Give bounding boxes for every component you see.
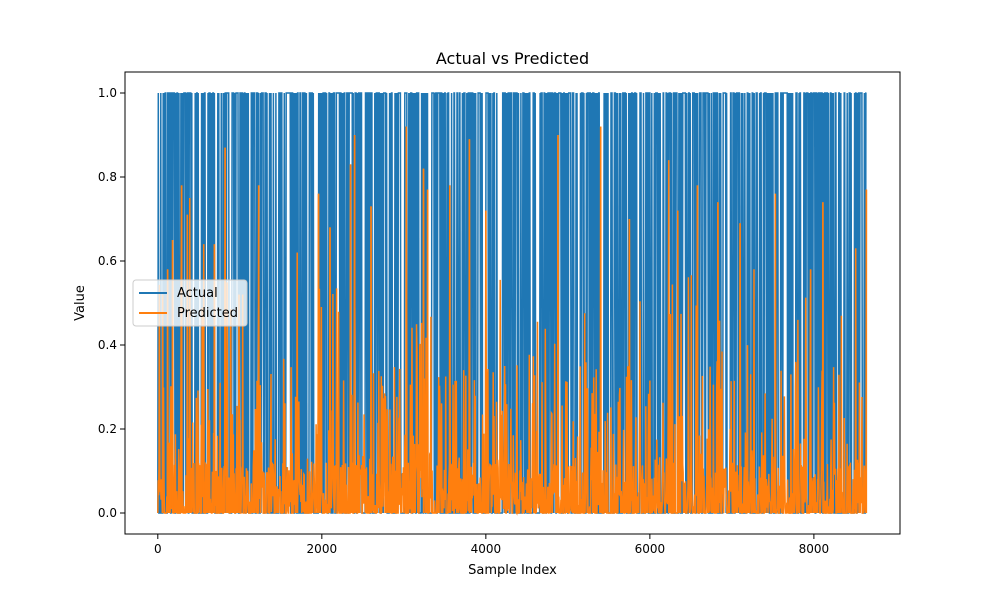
legend-label-actual: Actual	[177, 286, 218, 301]
x-tick-label: 4000	[471, 542, 502, 556]
x-axis: 0 2000 4000 6000 8000	[154, 534, 829, 556]
y-axis: 0.0 0.2 0.4 0.6 0.8 1.0	[98, 86, 125, 520]
plot-frame	[124, 71, 901, 535]
y-tick-label: 0.8	[98, 170, 117, 184]
y-tick-label: 0.6	[98, 254, 117, 268]
x-tick-label: 8000	[799, 542, 830, 556]
x-tick-label: 6000	[635, 542, 666, 556]
x-tick-label: 2000	[307, 542, 338, 556]
series-actual-line	[157, 92, 867, 514]
y-tick-label: 0.2	[98, 422, 117, 436]
y-tick-label: 0.4	[98, 338, 117, 352]
series-predicted-line	[157, 126, 868, 516]
y-tick-label: 0.0	[98, 506, 117, 520]
chart-title: Actual vs Predicted	[436, 49, 589, 68]
legend-label-predicted: Predicted	[177, 306, 238, 321]
x-axis-label: Sample Index	[468, 563, 557, 578]
legend: Actual Predicted	[132, 279, 248, 327]
y-tick-label: 1.0	[98, 86, 117, 100]
legend-box	[132, 279, 248, 327]
x-tick-label: 0	[154, 542, 162, 556]
y-axis-label: Value	[73, 285, 88, 321]
